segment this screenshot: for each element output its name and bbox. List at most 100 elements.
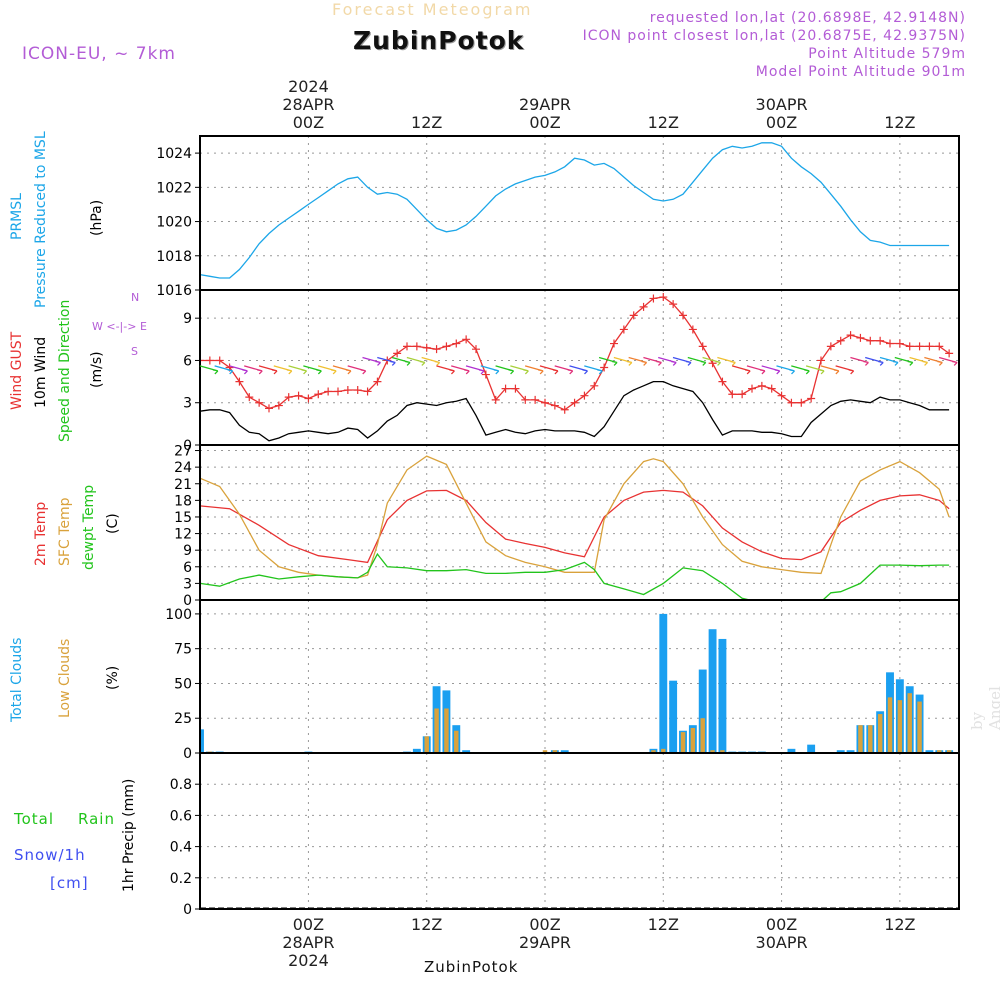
gust-marker (836, 336, 845, 345)
wind-arrow (820, 365, 840, 375)
gust-marker (442, 342, 451, 351)
y-tick-label: 0.2 (170, 871, 192, 887)
y-tick-label: 1022 (156, 180, 192, 196)
bar-total-clouds (412, 748, 421, 753)
bar-total-clouds (925, 750, 934, 753)
gust-marker (610, 339, 618, 348)
bar-low-clouds (720, 750, 725, 753)
bottom-time-label: 12Z (411, 915, 442, 934)
gust-marker (817, 356, 825, 365)
bar-low-clouds (868, 725, 873, 753)
p5-label-total: Total (14, 810, 55, 828)
y-tick-label: 1018 (156, 249, 192, 265)
bar-low-clouds (887, 697, 893, 753)
gust-marker (393, 349, 402, 358)
wind-arrow (273, 365, 293, 375)
wind-arrow (480, 365, 500, 375)
gust-marker (200, 356, 204, 365)
p5-label-snow: Snow/1h (14, 846, 86, 864)
gust-marker (935, 342, 944, 351)
panel-4: 0 25 50 75 100 (165, 599, 960, 762)
gust-marker (777, 391, 786, 400)
y-tick-label: 50 (174, 676, 192, 692)
gust-marker (688, 325, 697, 334)
gust-marker (284, 393, 293, 402)
gust-marker (412, 342, 421, 351)
bar-low-clouds (897, 700, 903, 753)
y-tick-label: 15 (174, 510, 192, 526)
y-tick-label: 12 (174, 527, 192, 543)
top-time-label: 2024 (288, 77, 329, 96)
gust-marker (363, 387, 372, 396)
gust-marker (550, 401, 559, 410)
gust-marker (866, 336, 875, 345)
series-line-10m-wind (200, 380, 950, 442)
wind-arrow (421, 356, 441, 366)
bottom-time-label: 28APR (282, 933, 334, 952)
gust-marker (570, 398, 579, 407)
y-tick-label: 21 (174, 477, 192, 493)
gust-marker (876, 336, 885, 345)
panel-frame (199, 289, 960, 446)
bar-low-clouds (937, 750, 942, 753)
gust-marker (629, 311, 638, 320)
gust-marker (590, 381, 599, 390)
gust-marker (669, 300, 678, 309)
panel-frame (199, 599, 960, 754)
gust-marker (600, 363, 609, 372)
product-title: Forecast Meteogram (332, 0, 533, 19)
wind-arrow (391, 356, 411, 366)
gust-marker (718, 377, 727, 386)
wind-arrow (362, 356, 381, 366)
wind-arrow (451, 365, 470, 375)
gust-marker (787, 398, 796, 407)
gust-marker (679, 311, 687, 320)
top-time-label: 29APR (519, 95, 571, 114)
wind-arrow (495, 365, 515, 375)
wind-arrow (406, 356, 426, 366)
gust-marker (255, 398, 264, 407)
y-tick-label: 0 (183, 902, 192, 918)
wind-arrow (288, 365, 308, 375)
series-line-dewpt-temp (200, 552, 950, 600)
p5-label-rain: Rain (78, 810, 115, 828)
wind-arrow (569, 365, 588, 375)
bar-low-clouds (542, 750, 548, 753)
series-line-wind-gust (200, 296, 950, 411)
gust-marker (856, 333, 865, 342)
y-tick-label: 3 (183, 576, 192, 592)
bottom-time-label: 2024 (288, 951, 329, 970)
gust-marker (521, 395, 530, 404)
y-tick-label: 3 (183, 396, 192, 412)
wind-arrow (584, 365, 603, 375)
gust-marker (895, 339, 904, 348)
compass-we: W <-|-> E (92, 320, 147, 333)
gust-marker (215, 356, 224, 365)
gust-marker (915, 342, 924, 351)
wind-arrow (524, 365, 544, 375)
gust-marker (757, 381, 766, 390)
bar-low-clouds (710, 750, 715, 753)
wind-arrow (628, 356, 648, 366)
panel-1: 1016 1018 1020 1022 1024 (156, 135, 960, 299)
top-time-label: 30APR (756, 95, 808, 114)
y-tick-label: 6 (183, 353, 192, 369)
bar-low-clouds (454, 730, 459, 753)
bar-total-clouds (787, 748, 796, 753)
bar-low-clouds (690, 727, 696, 753)
gust-marker (886, 339, 894, 348)
bar-low-clouds (858, 725, 863, 753)
gust-marker (353, 386, 362, 395)
bar-low-clouds (424, 736, 429, 753)
wind-arrow (791, 365, 810, 375)
gust-marker (738, 390, 747, 399)
bar-low-clouds (700, 718, 705, 753)
gust-marker (343, 386, 352, 395)
wind-arrow (539, 365, 559, 375)
bottom-time-label: 12Z (648, 915, 679, 934)
gust-marker (531, 395, 540, 404)
panel-frame (199, 444, 960, 601)
bottom-time-label: 30APR (756, 933, 808, 952)
wind-arrow (303, 365, 322, 375)
